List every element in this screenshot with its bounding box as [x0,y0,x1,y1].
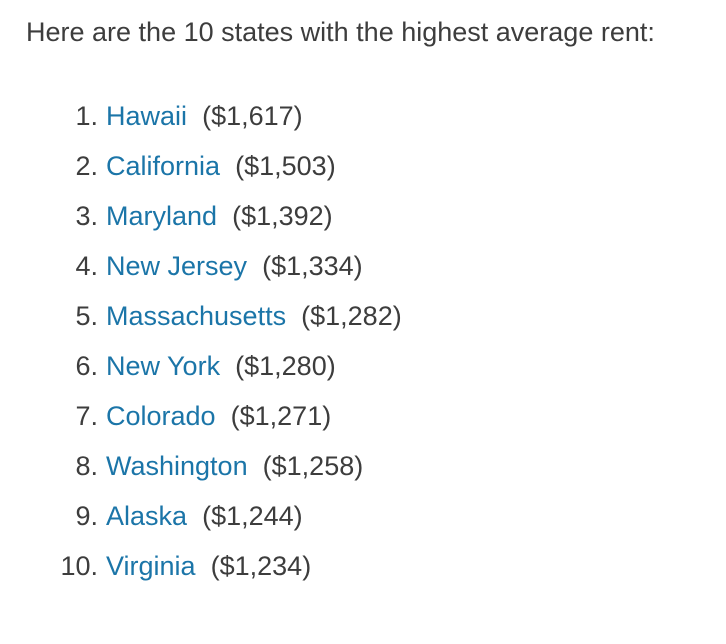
rent-value: ($1,271) [230,401,332,431]
rent-value: ($1,234) [210,551,312,581]
state-link-virginia[interactable]: Virginia [106,551,196,581]
rank-number: 7. [75,401,98,431]
rank-number: 1. [75,101,98,131]
rent-value: ($1,334) [262,251,363,281]
rent-value: ($1,280) [235,351,336,381]
state-link-new-york[interactable]: New York [106,351,221,381]
rent-value: ($1,503) [235,151,336,181]
rank-number: 5. [75,301,98,331]
state-link-massachusetts[interactable]: Massachusetts [106,301,287,331]
rent-value: ($1,244) [202,501,303,531]
state-link-california[interactable]: California [106,151,221,181]
intro-text: Here are the 10 states with the highest … [26,17,655,47]
rank-number: 6. [75,351,98,381]
rank-number: 3. [75,201,98,231]
state-link-maryland[interactable]: Maryland [106,201,218,231]
rent-value: ($1,258) [262,451,364,481]
state-link-new-jersey[interactable]: New Jersey [106,251,248,281]
rent-value: ($1,282) [301,301,402,331]
rank-number: 9. [75,501,98,531]
state-link-alaska[interactable]: Alaska [106,501,188,531]
state-link-colorado[interactable]: Colorado [106,401,216,431]
state-link-washington[interactable]: Washington [106,451,248,481]
rank-number: 10. [60,551,98,581]
rank-number: 4. [75,251,98,281]
state-link-hawaii[interactable]: Hawaii [106,101,188,131]
rank-number: 2. [75,151,98,181]
rank-number: 8. [75,451,98,481]
rent-value: ($1,617) [202,101,303,131]
rent-value: ($1,392) [232,201,333,231]
